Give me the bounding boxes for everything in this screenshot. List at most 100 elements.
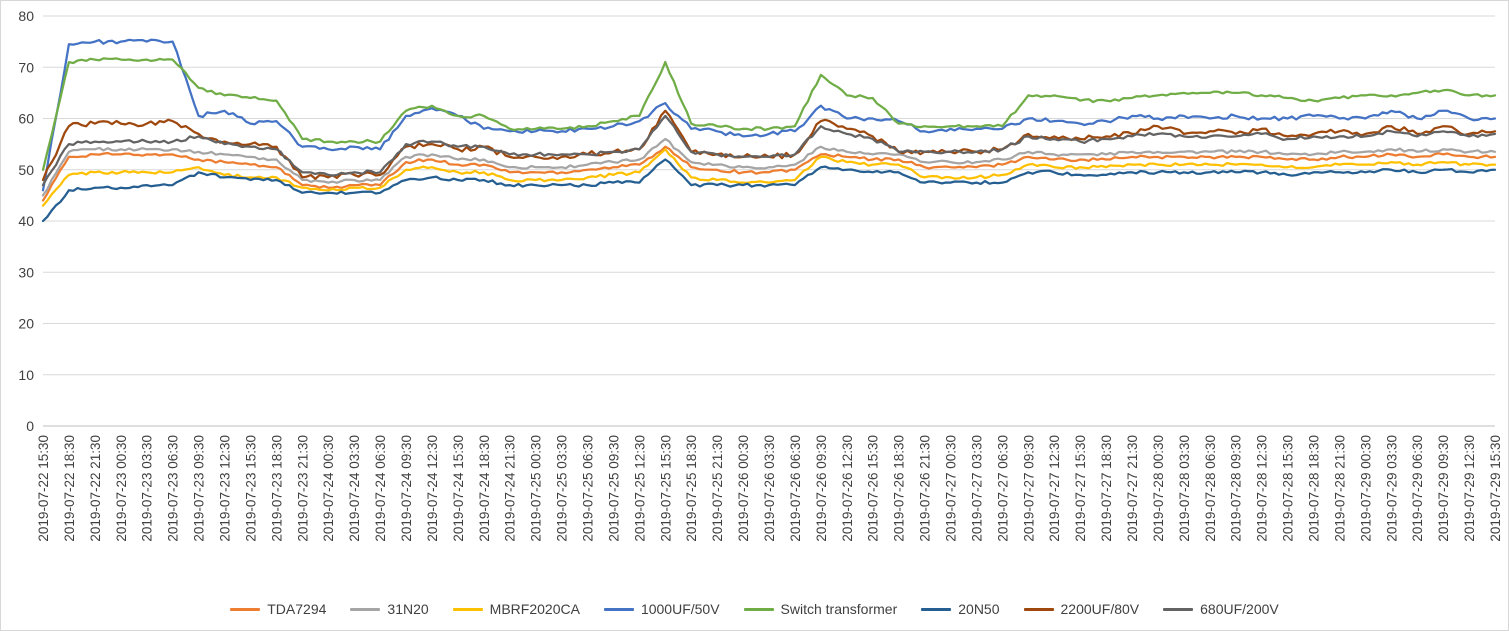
x-axis-tick-label: 2019-07-27 18:30 — [1099, 435, 1114, 542]
series-line-1000uf-50v — [41, 38, 1497, 192]
series-line-680uf-200v — [41, 114, 1497, 187]
legend-label: Switch transformer — [780, 601, 898, 617]
x-axis-tick-label: 2019-07-28 00:30 — [1151, 435, 1166, 542]
legend-line-swatch — [1023, 607, 1054, 611]
y-axis-tick-label: 0 — [26, 418, 34, 434]
x-axis-tick-label: 2019-07-24 03:30 — [347, 435, 362, 542]
y-axis-tick-label: 80 — [18, 8, 34, 24]
x-axis-tick-label: 2019-07-28 18:30 — [1307, 435, 1322, 542]
x-axis-tick-label: 2019-07-28 03:30 — [1177, 435, 1192, 542]
x-axis-tick-label: 2019-07-25 03:30 — [555, 435, 570, 542]
legend-line-swatch — [921, 607, 952, 611]
x-axis-tick-label: 2019-07-24 18:30 — [477, 435, 492, 542]
x-axis-tick-label: 2019-07-29 03:30 — [1384, 435, 1399, 542]
y-axis-tick-label: 10 — [18, 367, 34, 383]
x-axis-tick-label: 2019-07-25 18:30 — [684, 435, 699, 542]
legend-item-680uf-200v: 680UF/200V — [1163, 601, 1279, 617]
series-line-switch-transformer — [41, 57, 1497, 171]
x-axis-tick-label: 2019-07-22 21:30 — [88, 435, 103, 542]
y-axis-tick-label: 40 — [18, 213, 34, 229]
x-axis-tick-label: 2019-07-29 09:30 — [1436, 435, 1451, 542]
x-axis-tick-label: 2019-07-29 06:30 — [1410, 435, 1425, 542]
legend-line-swatch — [1163, 607, 1194, 611]
legend-item-1000uf-50v: 1000UF/50V — [603, 601, 720, 617]
legend-label: MBRF2020CA — [489, 601, 580, 617]
legend-line-swatch — [452, 607, 483, 611]
x-axis-tick-label: 2019-07-28 21:30 — [1332, 435, 1347, 542]
x-axis-tick-label: 2019-07-27 15:30 — [1073, 435, 1088, 542]
x-axis-tick-label: 2019-07-23 15:30 — [243, 435, 258, 542]
x-axis-tick-label: 2019-07-24 21:30 — [503, 435, 518, 542]
legend-line-swatch — [743, 607, 774, 611]
x-axis-tick-label: 2019-07-23 06:30 — [166, 435, 181, 542]
legend-label: 31N20 — [387, 601, 429, 617]
x-axis-tick-label: 2019-07-27 03:30 — [969, 435, 984, 542]
x-axis-tick-label: 2019-07-23 18:30 — [269, 435, 284, 542]
legend-item-switch-transformer: Switch transformer — [743, 601, 898, 617]
x-axis-tick-label: 2019-07-25 21:30 — [710, 435, 725, 542]
series-line-31n20 — [41, 137, 1497, 197]
x-axis-tick-label: 2019-07-25 00:30 — [529, 435, 544, 542]
legend-line-swatch — [350, 607, 381, 611]
series-line-tda7294 — [41, 145, 1497, 202]
x-axis-tick-label: 2019-07-27 12:30 — [1047, 435, 1062, 542]
x-axis-tick-label: 2019-07-26 12:30 — [840, 435, 855, 542]
x-axis-tick-label: 2019-07-23 09:30 — [192, 435, 207, 542]
x-axis-tick-label: 2019-07-27 06:30 — [995, 435, 1010, 542]
x-axis-tick-label: 2019-07-24 15:30 — [451, 435, 466, 542]
x-axis-tick-label: 2019-07-27 00:30 — [944, 435, 959, 542]
x-axis-tick-label: 2019-07-24 09:30 — [399, 435, 414, 542]
legend-item-31n20: 31N20 — [350, 601, 429, 617]
x-axis-tick-label: 2019-07-27 09:30 — [1021, 435, 1036, 542]
legend-label: 2200UF/80V — [1060, 601, 1140, 617]
series-line-mbrf2020ca — [41, 148, 1497, 207]
x-axis-tick-label: 2019-07-29 12:30 — [1462, 435, 1477, 542]
x-axis-tick-label: 2019-07-23 21:30 — [295, 435, 310, 542]
series-line-20n50 — [41, 158, 1497, 223]
y-axis-tick-label: 60 — [18, 111, 34, 127]
x-axis-tick-label: 2019-07-28 12:30 — [1255, 435, 1270, 542]
x-axis-tick-label: 2019-07-24 06:30 — [373, 435, 388, 542]
x-axis-tick-label: 2019-07-23 00:30 — [114, 435, 129, 542]
legend-item-tda7294: TDA7294 — [230, 601, 326, 617]
x-axis-tick-label: 2019-07-24 00:30 — [321, 435, 336, 542]
line-chart: 0 10 20 30 40 50 60 70 80 2019-07-22 15:30 2019-07… — [18, 8, 1503, 542]
legend-item-2200uf-80v: 2200UF/80V — [1023, 601, 1140, 617]
x-axis-tick-label: 2019-07-26 03:30 — [762, 435, 777, 542]
x-axis-tick-label: 2019-07-28 06:30 — [1203, 435, 1218, 542]
x-axis-tick-label: 2019-07-26 15:30 — [866, 435, 881, 542]
x-axis-tick-label: 2019-07-25 06:30 — [581, 435, 596, 542]
x-axis-tick-label: 2019-07-29 00:30 — [1358, 435, 1373, 542]
x-axis-tick-label: 2019-07-26 18:30 — [892, 435, 907, 542]
x-axis-tick-label: 2019-07-28 15:30 — [1281, 435, 1296, 542]
legend-line-swatch — [230, 607, 261, 611]
y-axis-tick-label: 30 — [18, 264, 34, 280]
y-axis-tick-label: 20 — [18, 316, 34, 332]
legend-line-swatch — [603, 607, 634, 611]
x-axis-tick-label: 2019-07-25 15:30 — [658, 435, 673, 542]
x-axis-tick-label: 2019-07-23 03:30 — [140, 435, 155, 542]
chart-legend: TDA7294 31N20 MBRF2020CA 1000UF/50V Switch t… — [1, 589, 1508, 629]
x-axis-tick-label: 2019-07-25 09:30 — [606, 435, 621, 542]
legend-label: 20N50 — [958, 601, 1000, 617]
x-axis-tick-label: 2019-07-24 12:30 — [425, 435, 440, 542]
y-axis-tick-label: 70 — [18, 59, 34, 75]
legend-item-20n50: 20N50 — [921, 601, 1000, 617]
x-axis-tick-label: 2019-07-22 15:30 — [36, 435, 51, 542]
x-axis-tick-label: 2019-07-28 09:30 — [1229, 435, 1244, 542]
x-axis-tick-label: 2019-07-23 12:30 — [218, 435, 233, 542]
y-axis-tick-label: 50 — [18, 162, 34, 178]
x-axis-tick-label: 2019-07-26 21:30 — [918, 435, 933, 542]
x-axis-tick-label: 2019-07-26 06:30 — [788, 435, 803, 542]
x-axis-tick-label: 2019-07-25 12:30 — [632, 435, 647, 542]
x-axis-tick-label: 2019-07-27 21:30 — [1125, 435, 1140, 542]
x-axis-tick-label: 2019-07-26 00:30 — [736, 435, 751, 542]
x-axis-tick-label: 2019-07-29 15:30 — [1488, 435, 1503, 542]
legend-label: TDA7294 — [267, 601, 327, 617]
legend-label: 680UF/200V — [1200, 601, 1279, 617]
x-axis-tick-label: 2019-07-22 18:30 — [62, 435, 77, 542]
legend-label: 1000UF/50V — [640, 601, 720, 617]
x-axis-tick-label: 2019-07-26 09:30 — [814, 435, 829, 542]
legend-item-mbrf2020ca: MBRF2020CA — [452, 601, 580, 617]
